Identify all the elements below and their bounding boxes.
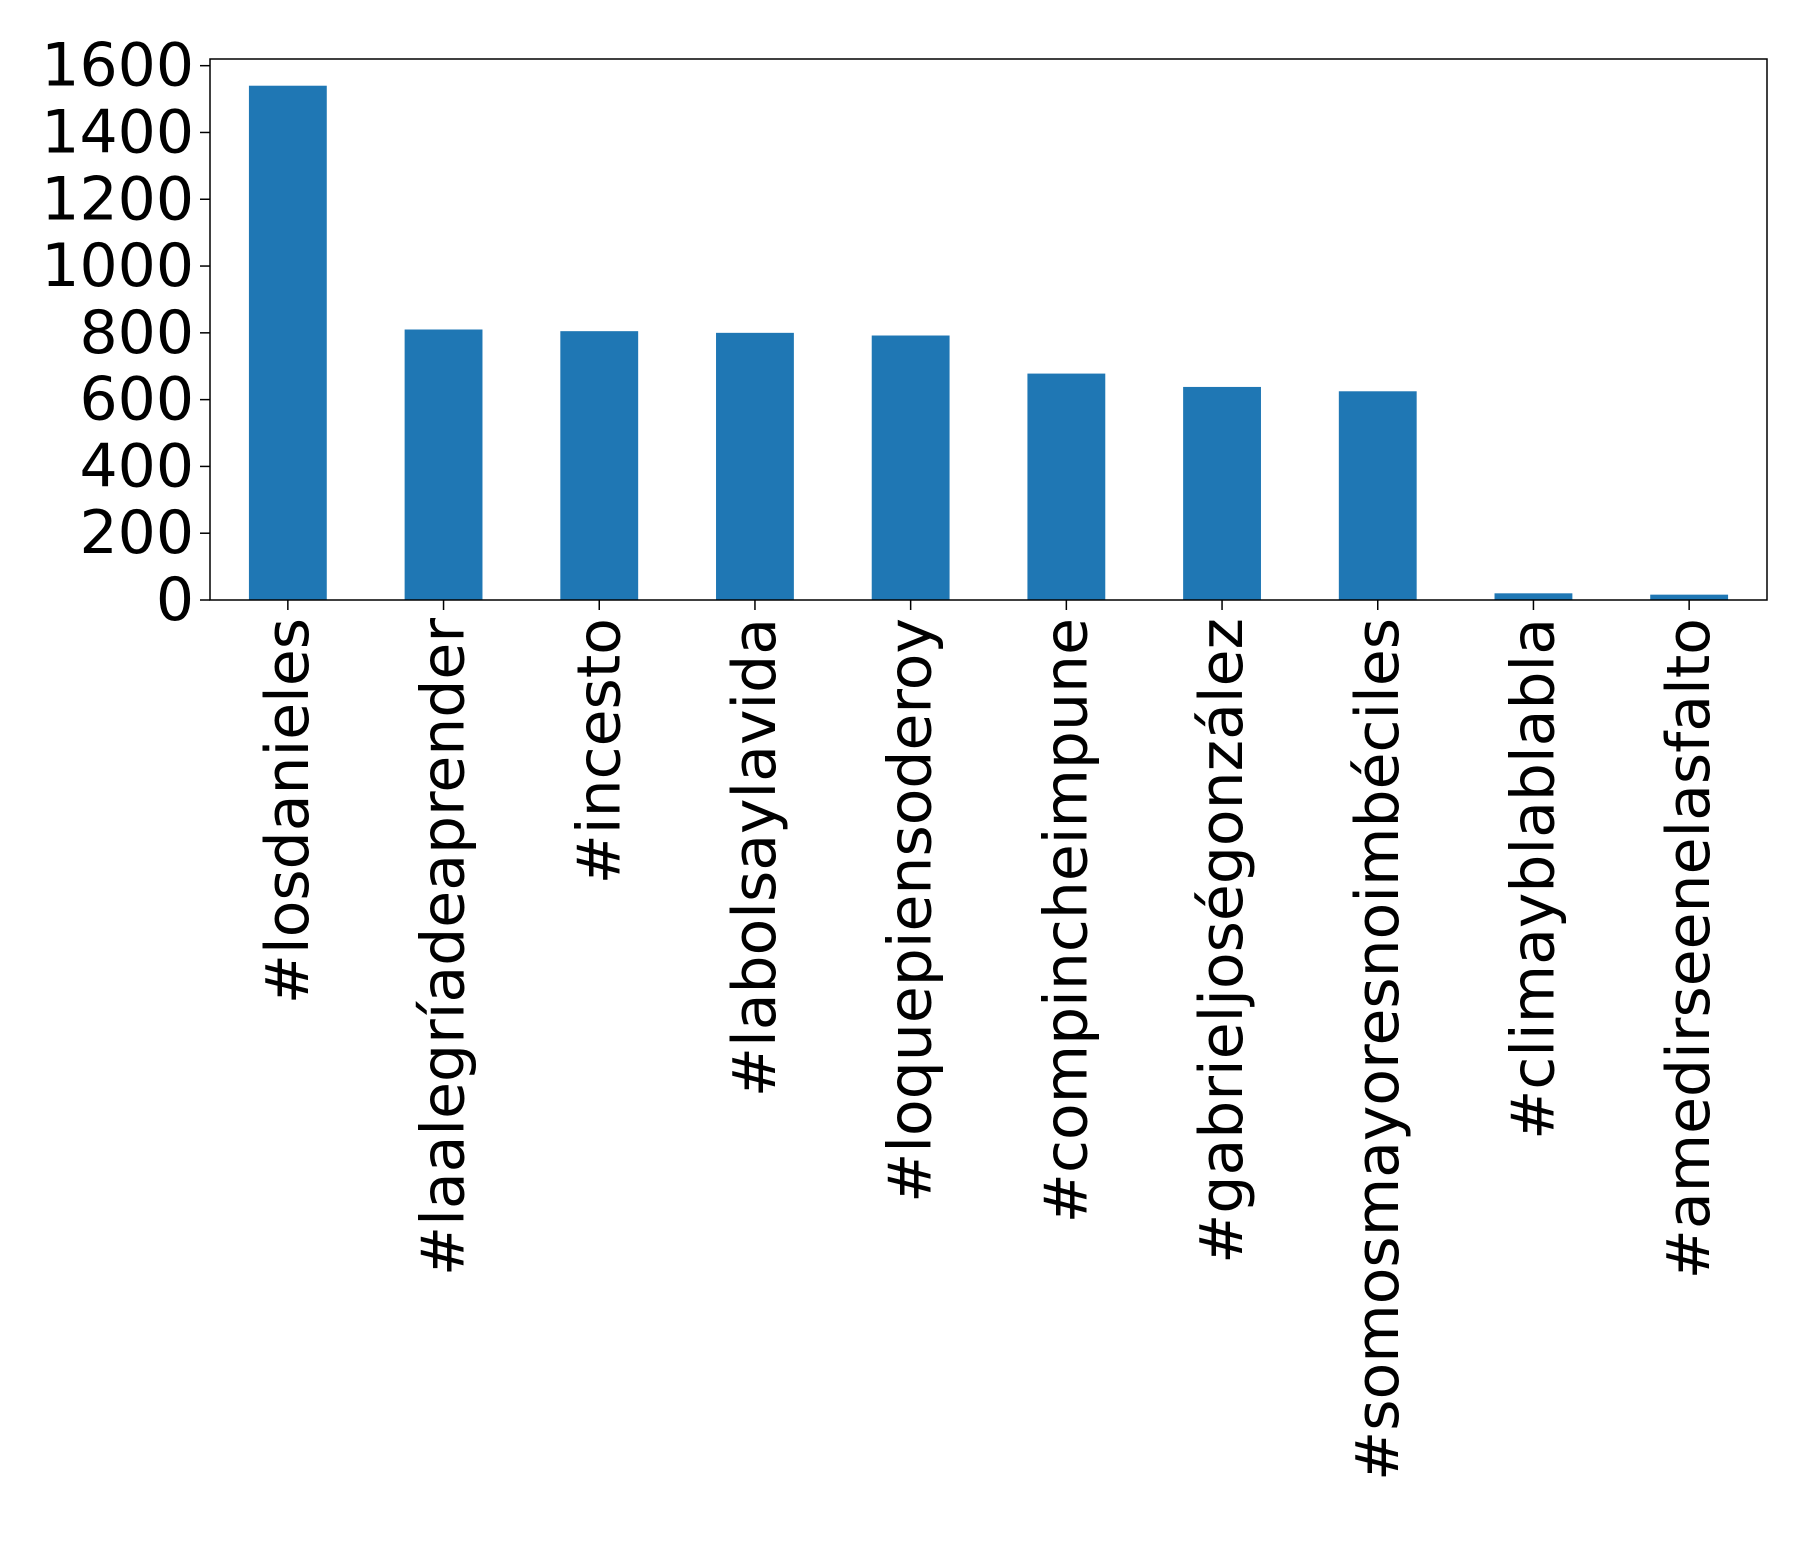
y-tick-label-3: 600 [79,365,194,435]
bar-5 [1027,373,1106,600]
y-tick-label-4: 800 [79,298,194,368]
bar-1 [404,329,483,600]
x-tick-label-6: #gabrieljoségonzález [1187,618,1257,1264]
bar-9 [1650,594,1729,600]
x-tick-label-7: #somosmayoresnoimbéciles [1343,618,1413,1481]
bar-3 [716,332,794,600]
bar-6 [1183,386,1261,600]
y-tick-label-8: 1600 [41,31,194,101]
x-axis: #losdanieles #laalegríadeaprender #incesto… [253,600,1724,1481]
x-tick-label-0: #losdanieles [253,618,323,1004]
x-tick-label-5: #compincheimpune [1031,618,1101,1223]
bar-2 [560,331,639,600]
x-tick-label-2: #incesto [564,618,634,884]
plot-frame [209,58,1768,601]
bar-7 [1338,391,1417,600]
bar-4 [871,335,950,600]
y-tick-label-5: 1000 [41,231,194,301]
bar-0 [248,85,327,600]
x-tick-label-1: #laalegríadeaprender [409,618,479,1276]
bars-group [248,85,1729,600]
x-tick-label-4: #loquepiensoderoy [876,618,946,1203]
y-tick-label-7: 1400 [41,97,194,167]
y-tick-label-6: 1200 [41,164,194,234]
y-tick-label-2: 400 [79,431,194,501]
y-tick-label-1: 200 [79,498,194,568]
x-tick-label-8: #climayblablabla [1498,618,1568,1140]
x-tick-label-9: #amedirseenelasfalto [1654,618,1724,1279]
y-tick-label-0: 0 [156,565,194,635]
x-tick-label-3: #labolsaylavida [720,618,790,1097]
bar-8 [1494,593,1573,600]
